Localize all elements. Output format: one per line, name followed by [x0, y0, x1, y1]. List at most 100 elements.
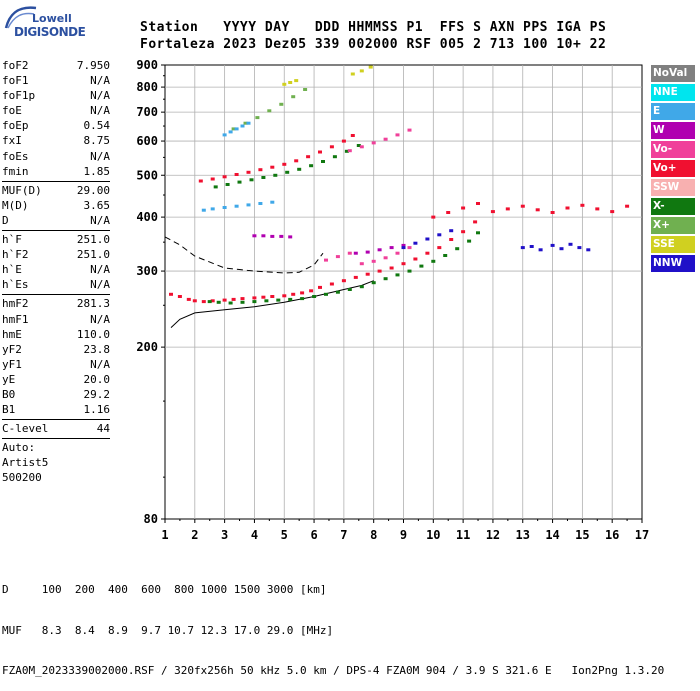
echo-point [437, 233, 442, 237]
echo-point [476, 231, 480, 235]
x-tick-label: 8 [370, 528, 377, 542]
param-divider [2, 438, 110, 440]
echo-point [520, 204, 525, 208]
echo-point [303, 88, 308, 91]
echo-point [371, 281, 376, 285]
echo-point [234, 127, 239, 131]
echo-point [344, 149, 349, 153]
echo-point [312, 295, 317, 298]
echo-point [240, 300, 245, 304]
echo-point [535, 208, 540, 212]
y-tick-label: 80 [144, 512, 158, 526]
echo-point [261, 176, 266, 179]
echo-point [270, 165, 275, 169]
echo-point [431, 215, 436, 219]
param-value: N/A [90, 89, 110, 103]
footer-distance-row: D 100 200 400 600 800 1000 1500 3000 [km… [2, 583, 327, 596]
param-value: 110.0 [76, 327, 110, 341]
echo-point [407, 128, 412, 132]
echo-point [580, 203, 585, 207]
param-name: foF1 [2, 74, 29, 88]
legend-item-nnw: NNW [651, 255, 695, 272]
param-value: 44 [96, 422, 110, 436]
echo-point [419, 264, 424, 268]
echo-point [377, 248, 382, 252]
x-tick-label: 10 [426, 528, 440, 542]
param-row: foE N/A [2, 103, 110, 118]
param-row: foEs N/A [2, 149, 110, 164]
echo-point [529, 245, 534, 248]
echo-point [309, 164, 314, 168]
scaled-parameters-panel: foF2 7.950 foF1 N/A foF1p N/A foE N/A foEp 0.54 fx… [2, 58, 110, 486]
echo-point [210, 177, 215, 181]
echo-point [356, 144, 361, 147]
echo-point [332, 155, 337, 159]
echo-point [225, 183, 230, 186]
echo-point [449, 238, 454, 241]
echo-point [476, 202, 480, 205]
echo-point [368, 65, 373, 69]
echo-point [335, 255, 340, 259]
header-values: Fortaleza 2023 Dez05 339 002000 RSF 005 … [140, 37, 607, 52]
echo-point [324, 292, 328, 296]
echo-point [455, 247, 460, 251]
param-name: yE [2, 372, 16, 386]
param-row: MUF(D) 29.00 [2, 183, 110, 198]
echo-point [389, 266, 394, 270]
echo-point [490, 210, 495, 214]
param-row: M(D) 3.65 [2, 198, 110, 213]
x-tick-label: 2 [191, 528, 198, 542]
y-tick-label: 200 [136, 340, 158, 354]
echo-point [177, 295, 182, 298]
param-value: N/A [90, 263, 110, 277]
echo-point [228, 130, 233, 134]
param-value: 23.8 [83, 342, 111, 356]
echo-point [222, 175, 227, 179]
echo-point [559, 247, 564, 251]
echo-point [294, 79, 299, 83]
echo-point [210, 299, 215, 303]
echo-point [335, 290, 340, 294]
param-value: N/A [90, 213, 110, 227]
echo-point [231, 127, 236, 131]
param-value: 29.2 [83, 387, 111, 401]
echo-point [443, 254, 448, 257]
param-name: hmF1 [2, 312, 29, 326]
x-tick-label: 17 [635, 528, 649, 542]
virtual-height-profile-curve [164, 236, 324, 274]
echo-point [270, 295, 275, 298]
echo-point [413, 241, 418, 245]
echo-point [389, 246, 394, 250]
param-row: yF2 23.8 [2, 342, 110, 357]
echo-point [350, 134, 355, 137]
param-row: fmin 1.85 [2, 164, 110, 179]
echo-point [264, 299, 269, 303]
echo-point [255, 116, 260, 120]
x-tick-label: 12 [486, 528, 500, 542]
param-row: hmE 110.0 [2, 327, 110, 342]
logo-text-lowell: Lowell [32, 12, 72, 25]
echo-point [252, 300, 257, 304]
param-row: hmF2 281.3 [2, 296, 110, 311]
echo-point [395, 251, 400, 255]
echo-point [258, 202, 263, 205]
echo-point [192, 299, 197, 303]
echo-point [318, 150, 322, 154]
param-row: foF1 N/A [2, 73, 110, 88]
echo-point [222, 206, 227, 209]
legend-item-nne: NNE [651, 84, 695, 101]
param-value: 20.0 [83, 372, 111, 386]
legend-item-w: W [651, 122, 695, 139]
param-name: D [2, 213, 9, 227]
echo-point [321, 160, 325, 163]
echo-point [329, 145, 334, 149]
autoscale-text: Artist5 [2, 456, 49, 470]
echo-point [234, 204, 239, 208]
echo-point [577, 246, 582, 250]
echo-point [261, 234, 266, 238]
echo-point [383, 256, 388, 260]
digisonde-logo-icon [4, 6, 37, 29]
legend-item-e: E [651, 103, 695, 120]
param-name: M(D) [2, 198, 29, 212]
logo-text-digisonde: DIGISONDE [14, 25, 86, 39]
